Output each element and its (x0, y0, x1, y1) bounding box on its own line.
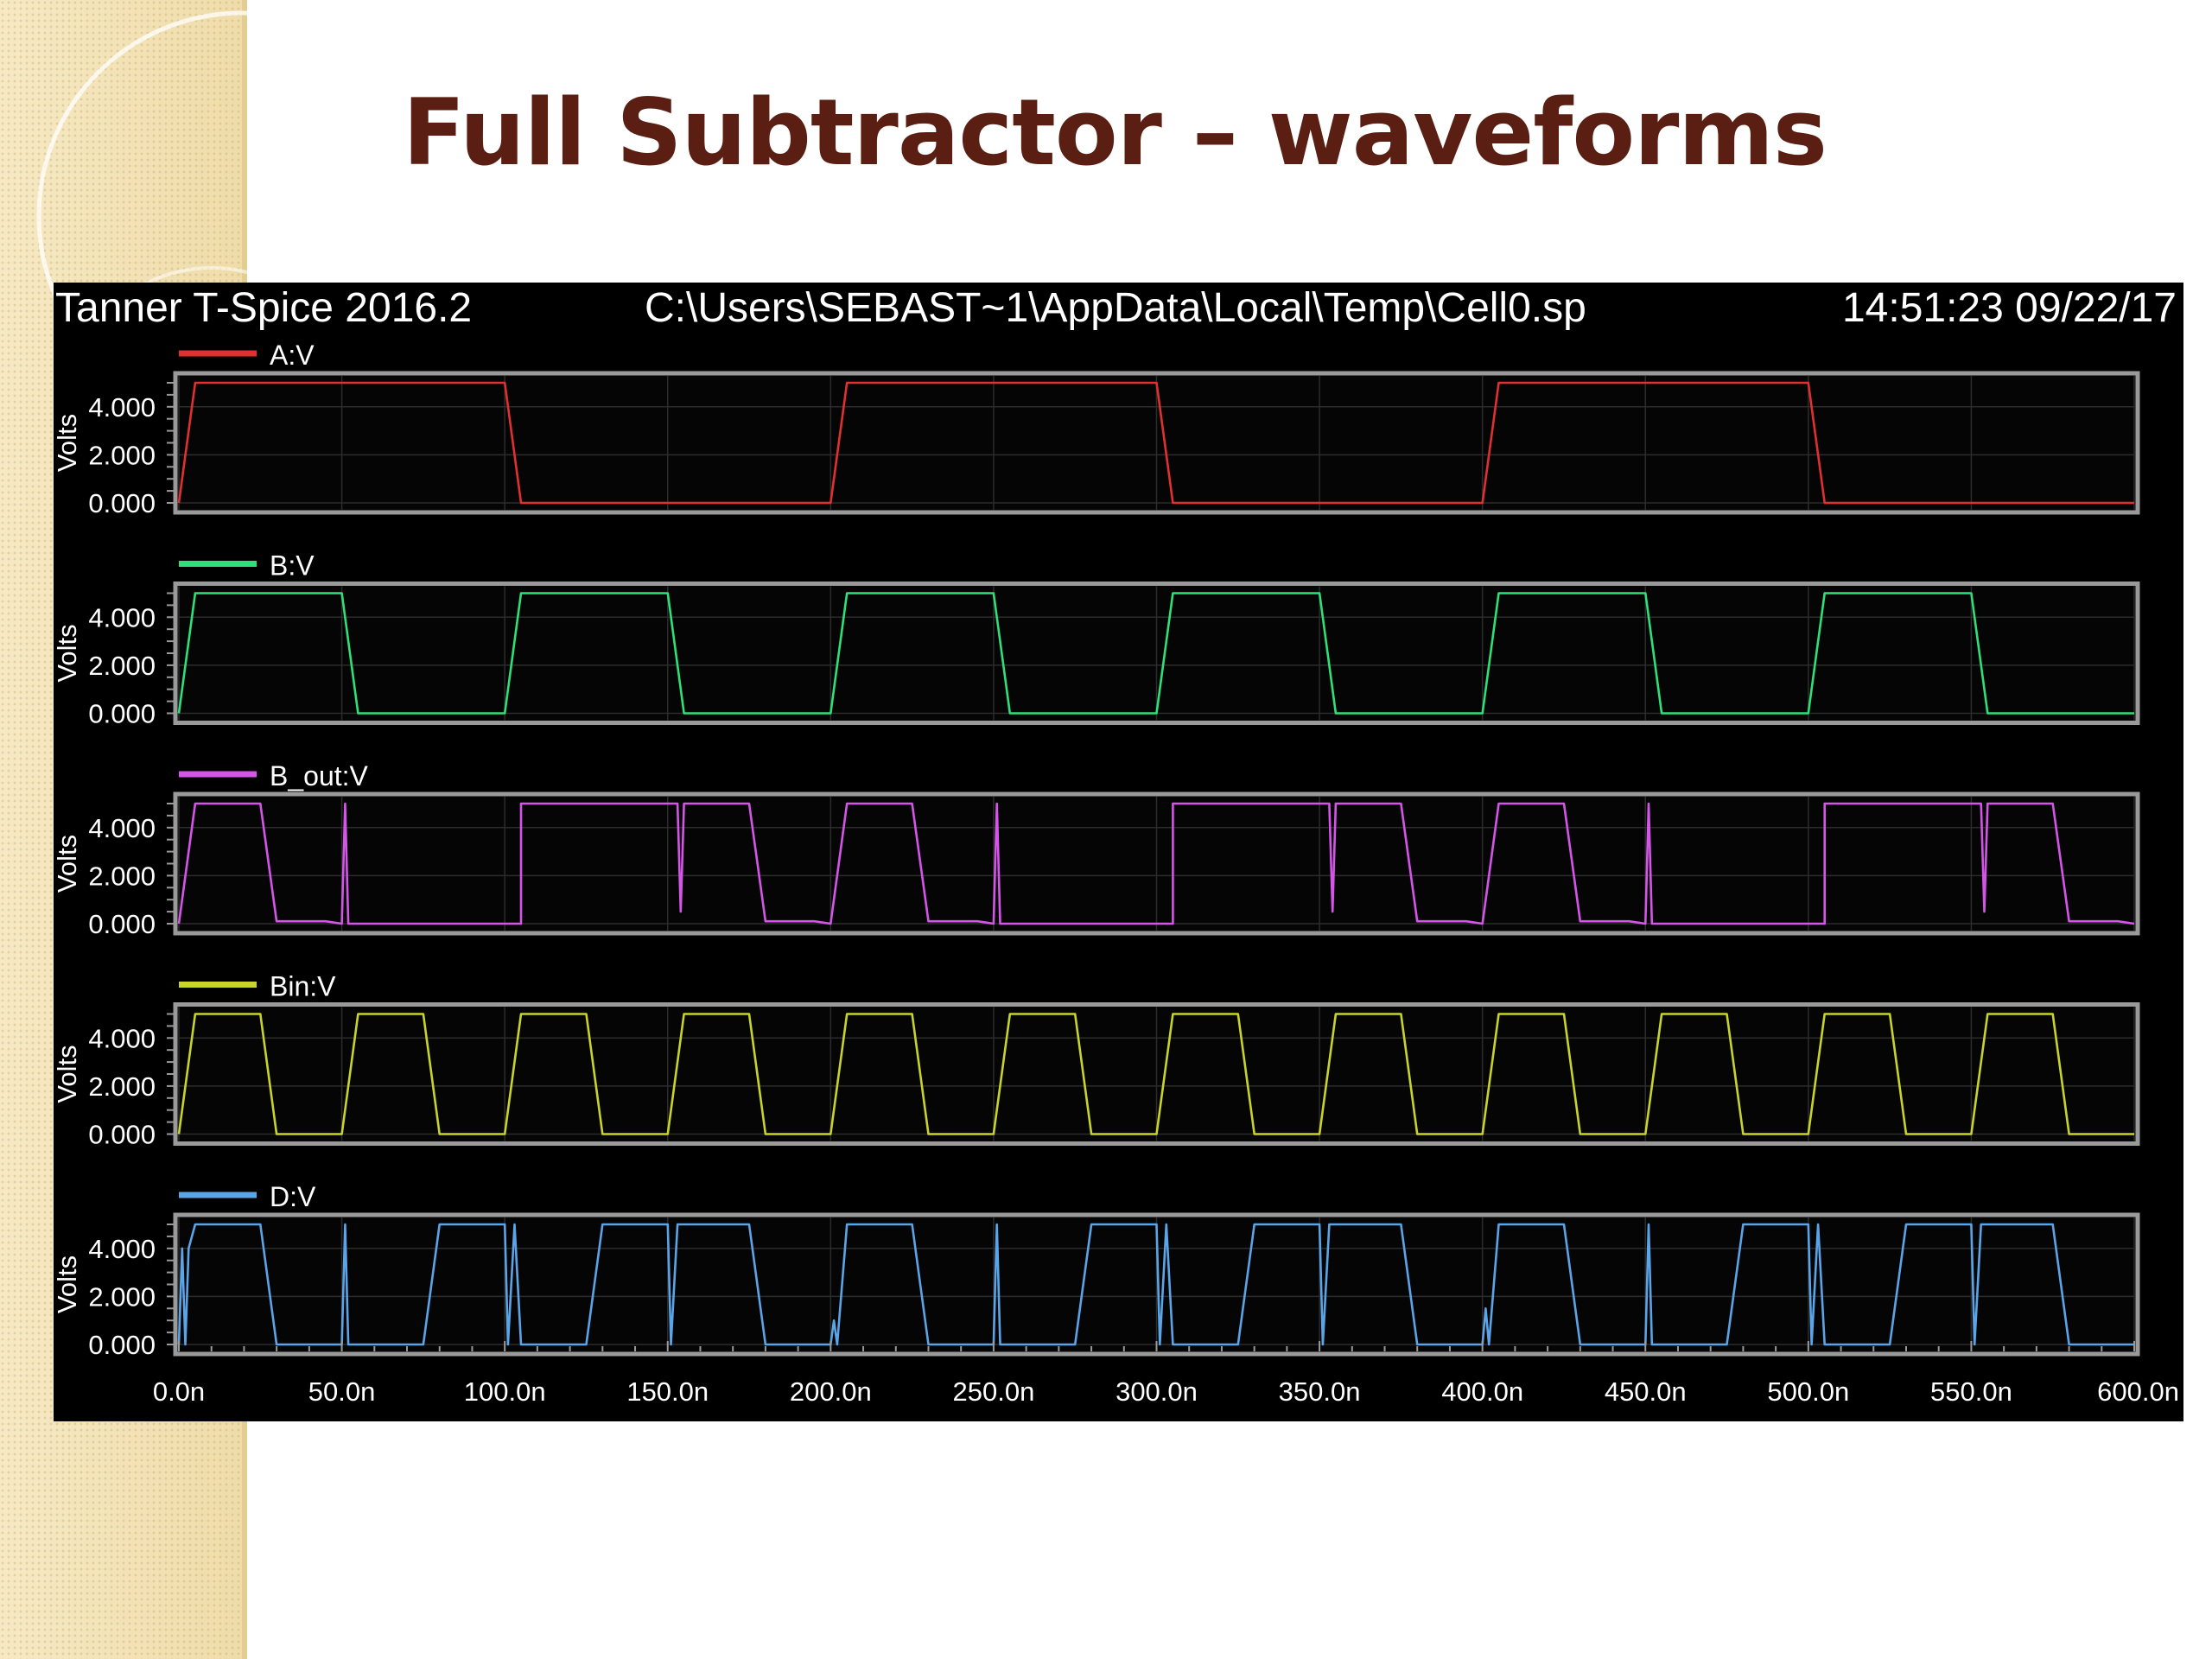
waveform-viewer: Tanner T-Spice 2016.2 C:\Users\SEBAST~1\… (54, 283, 2183, 1421)
y-tick-label: 0.000 (88, 1120, 156, 1150)
x-tick-label: 0.0n (153, 1376, 205, 1407)
x-tick-label: 300.0n (1116, 1376, 1198, 1407)
x-tick-label: 50.0n (308, 1376, 376, 1407)
run-timestamp: 14:51:23 09/22/17 (1841, 285, 2177, 331)
y-tick-label: 2.000 (88, 651, 156, 681)
y-tick-label: 0.000 (88, 1330, 156, 1360)
x-tick-label: 250.0n (953, 1376, 1035, 1407)
x-tick-label: 500.0n (1767, 1376, 1849, 1407)
legend-label: B_out:V (270, 760, 369, 791)
y-tick-label: 0.000 (88, 909, 156, 939)
x-tick-label: 200.0n (790, 1376, 872, 1407)
waveform-a (177, 381, 2134, 505)
y-tick-label: 0.000 (88, 699, 156, 729)
waveform-d (177, 1223, 2134, 1346)
y-axis-label: Volts (54, 624, 82, 682)
y-axis-label: Volts (54, 414, 82, 472)
y-tick-label: 2.000 (88, 1281, 156, 1312)
waveform-plots: A:V0.0002.0004.000VoltsB:V0.0002.0004.00… (54, 340, 2179, 1407)
y-tick-label: 0.000 (88, 488, 156, 518)
y-tick-label: 4.000 (88, 1023, 156, 1053)
waveform-b-out (177, 802, 2135, 925)
legend-label: Bin:V (270, 971, 336, 1002)
y-tick-label: 2.000 (88, 440, 156, 470)
waveform-b (177, 592, 2134, 715)
x-tick-label: 150.0n (626, 1376, 709, 1407)
legend-label: D:V (270, 1181, 316, 1212)
legend-label: A:V (270, 340, 315, 371)
x-tick-label: 450.0n (1605, 1376, 1687, 1407)
y-tick-label: 4.000 (88, 392, 156, 423)
x-tick-label: 600.0n (2097, 1376, 2179, 1407)
slide-title: Full Subtractor – waveforms (403, 79, 1827, 186)
app-name: Tanner T-Spice 2016.2 (55, 285, 473, 331)
x-tick-label: 350.0n (1279, 1376, 1361, 1407)
slide-decoration-arcs (36, 10, 259, 363)
legend-label: B:V (270, 550, 315, 582)
y-tick-label: 2.000 (88, 861, 156, 891)
y-tick-label: 4.000 (88, 1234, 156, 1264)
x-tick-label: 550.0n (1930, 1376, 2012, 1407)
y-tick-label: 4.000 (88, 602, 156, 632)
y-axis-label: Volts (54, 1045, 82, 1103)
file-path: C:\Users\SEBAST~1\AppData\Local\Temp\Cel… (645, 285, 1586, 331)
y-axis-label: Volts (54, 835, 82, 893)
waveform-bin (177, 1013, 2134, 1135)
y-tick-label: 2.000 (88, 1071, 156, 1102)
x-tick-label: 100.0n (464, 1376, 546, 1407)
x-tick-label: 400.0n (1441, 1376, 1523, 1407)
y-tick-label: 4.000 (88, 813, 156, 843)
y-axis-label: Volts (54, 1255, 82, 1313)
